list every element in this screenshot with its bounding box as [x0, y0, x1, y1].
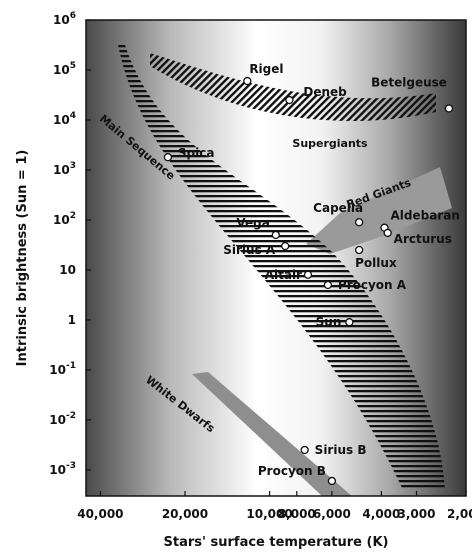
star-label-vega: Vega [236, 216, 269, 230]
star-label-pollux: Pollux [355, 256, 397, 270]
star-marker-capella [355, 218, 364, 227]
y-tick-label: 10 [59, 263, 76, 277]
star-label-sirius-b: Sirius B [315, 443, 367, 457]
star-marker-sirius-b [300, 445, 309, 455]
y-tick-base: 10 [49, 413, 66, 427]
y-tick-base: 10 [49, 363, 66, 377]
star-label-sirius-a: Sirius A [223, 243, 276, 257]
y-tick-base: 10 [53, 113, 70, 127]
x-axis-title: Stars' surface temperature (K) [164, 535, 389, 550]
y-tick-label: 105 [53, 61, 76, 77]
star-label-procyon-a: Procyon A [338, 278, 407, 292]
star-marker-betelgeuse [444, 104, 454, 113]
star-marker-rigel [243, 76, 252, 86]
star-marker-deneb [285, 95, 294, 105]
y-tick-base: 10 [53, 213, 70, 227]
points-layer [163, 76, 454, 486]
y-tick-base: 10 [53, 163, 70, 177]
y-tick-base: 10 [49, 463, 66, 477]
star-marker-pollux [355, 245, 364, 255]
y-tick-exponent: 6 [70, 11, 76, 21]
x-tick-label: 6,000 [313, 507, 351, 521]
y-tick-exponent: -2 [66, 411, 76, 421]
y-axis-title: Intrinsic brightness (Sun = 1) [15, 150, 30, 367]
star-label-rigel: Rigel [249, 62, 283, 76]
star-label-altair: Altair [265, 268, 302, 282]
star-label-spica: Spica [178, 146, 215, 160]
y-tick-exponent: 3 [70, 161, 76, 171]
y-tick-exponent: 5 [70, 61, 76, 71]
star-marker-vega [271, 230, 280, 240]
red-giants-band [306, 167, 452, 254]
star-label-arcturus: Arcturus [394, 232, 452, 246]
y-tick-base: 10 [59, 263, 76, 277]
y-tick-base: 10 [53, 63, 70, 77]
star-label-sun: Sun [316, 315, 342, 329]
y-tick-exponent: 4 [70, 111, 76, 121]
star-label-deneb: Deneb [303, 85, 347, 99]
x-tick-label: 10,000 [246, 507, 292, 521]
star-marker-arcturus [383, 228, 392, 238]
y-tick-exponent: -1 [66, 361, 76, 371]
x-tick-label: 4,000 [362, 507, 400, 521]
star-label-aldebaran: Aldebaran [390, 209, 459, 223]
y-tick-label: 10-1 [49, 361, 76, 377]
x-tick-label: 2,000 [447, 507, 472, 521]
y-tick-base: 1 [68, 313, 76, 327]
regions-layer [118, 45, 452, 496]
y-tick-base: 10 [53, 13, 70, 27]
y-tick-label: 104 [53, 111, 76, 127]
region-label-supergiants: Supergiants [292, 137, 368, 150]
y-tick-exponent: -3 [66, 461, 76, 471]
x-tick-label: 8,000 [278, 507, 316, 521]
y-tick-label: 103 [53, 161, 76, 177]
x-tick-label: 40,000 [77, 507, 123, 521]
main-sequence-band [118, 45, 445, 490]
y-tick-label: 10-2 [49, 411, 76, 427]
star-marker-spica [163, 153, 173, 162]
x-tick-label: 20,000 [162, 507, 208, 521]
x-tick-label: 3,000 [398, 507, 436, 521]
star-label-betelgeuse: Betelgeuse [371, 75, 447, 89]
white-dwarfs-band [192, 372, 352, 496]
star-marker-altair [303, 270, 313, 279]
y-tick-label: 1 [68, 313, 76, 327]
star-label-procyon-b: Procyon B [258, 464, 326, 478]
supergiants-band [150, 53, 436, 122]
y-tick-label: 106 [53, 11, 76, 27]
star-marker-sun [345, 318, 354, 327]
plot-frame [85, 19, 467, 497]
star-marker-procyon-b [327, 476, 337, 486]
y-tick-exponent: 2 [70, 211, 76, 221]
star-marker-sirius-a [281, 241, 290, 251]
y-tick-label: 10-3 [49, 461, 76, 477]
star-marker-procyon-a [323, 280, 333, 290]
y-tick-label: 102 [53, 211, 76, 227]
star-label-capella: Capella [313, 201, 363, 215]
